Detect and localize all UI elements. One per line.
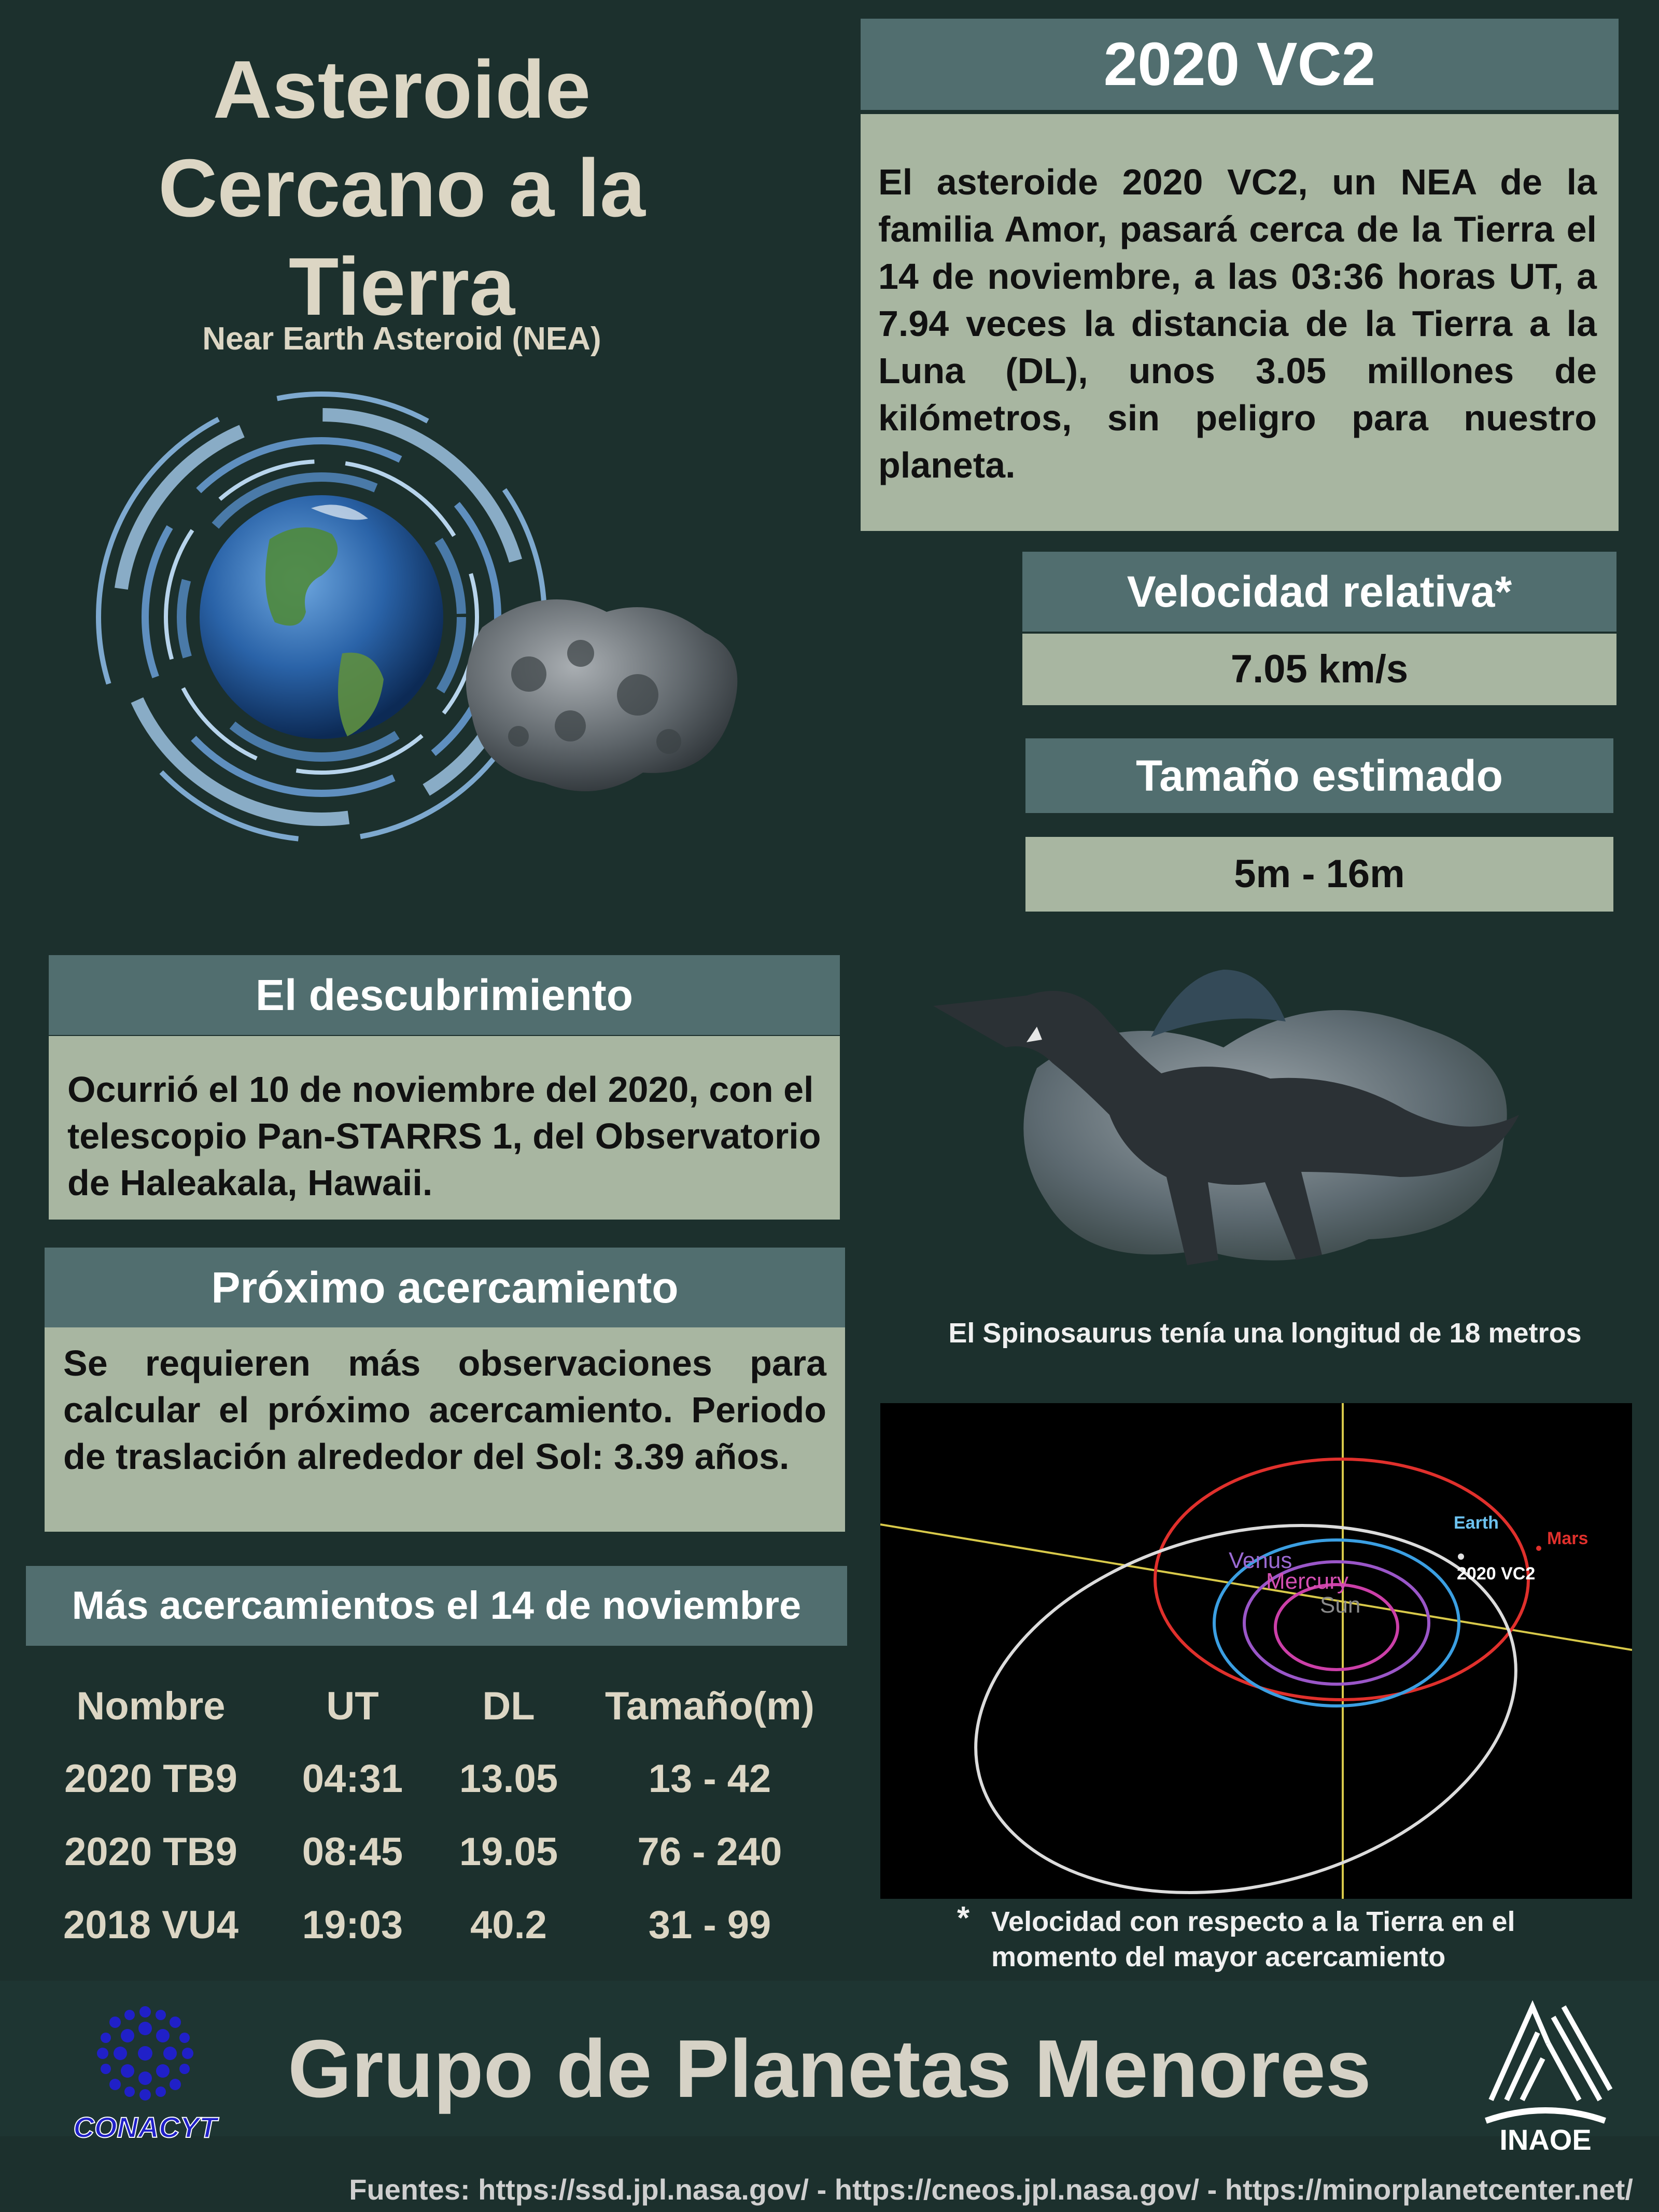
column-header: DL — [482, 1684, 535, 1728]
asteroid-label: 2020 VC2 — [1457, 1564, 1535, 1584]
table-row: 2020 TB9 08:45 19.05 76 - 240 — [31, 1815, 855, 1888]
table-header-row: Nombre UT DL Tamaño(m) — [31, 1670, 855, 1742]
venus-label: Venus — [1229, 1548, 1292, 1573]
mars-orbit — [1154, 1458, 1530, 1701]
footer-band — [0, 1981, 1659, 2136]
table-cell-size: 13 - 42 — [648, 1757, 771, 1801]
spinosaurus-silhouette — [933, 970, 1519, 1265]
footnote-text: Velocidad con respecto a la Tierra en el… — [991, 1904, 1624, 1975]
orbit-diagram: Earth Mars Venus Mercury Sun 2020 VC2 — [880, 1403, 1632, 1899]
mercury-label: Mercury — [1266, 1569, 1348, 1594]
discovery-text: Ocurrió el 10 de noviembre del 2020, con… — [49, 1036, 840, 1220]
table-cell-size: 31 - 99 — [648, 1903, 771, 1947]
spinosaurus-caption: El Spinosaurus tenía una longitud de 18 … — [948, 1318, 1582, 1349]
next-approach-text: Se requieren más observaciones para calc… — [45, 1327, 845, 1532]
title-line-3: Tierra — [288, 241, 515, 332]
table-cell-dl: 13.05 — [459, 1757, 558, 1801]
mars-label: Mars — [1547, 1529, 1588, 1548]
table-cell-name: 2020 TB9 — [64, 1830, 237, 1874]
approach-table: Nombre UT DL Tamaño(m) 2020 TB9 04:31 13… — [31, 1670, 855, 1962]
title-line-1: Asteroide — [213, 44, 591, 135]
earth-asteroid-illustration — [96, 391, 738, 843]
table-cell-name: 2020 TB9 — [64, 1757, 237, 1801]
table-cell-ut: 08:45 — [302, 1830, 403, 1874]
size-header: Tamaño estimado — [1025, 738, 1613, 813]
sources-text: Fuentes: https://ssd.jpl.nasa.gov/ - htt… — [349, 2173, 1633, 2206]
footnote-star: * — [957, 1900, 970, 1936]
earth-orbit — [1213, 1538, 1460, 1707]
spinosaurus-illustration — [933, 970, 1519, 1265]
footer-title: Grupo de Planetas Menores — [288, 2023, 1371, 2115]
velocity-value: 7.05 km/s — [1022, 634, 1616, 705]
velocity-header: Velocidad relativa* — [1022, 552, 1616, 632]
page-subtitle: Near Earth Asteroid (NEA) — [202, 321, 601, 357]
table-cell-name: 2018 VU4 — [63, 1903, 239, 1947]
table-row: 2020 TB9 04:31 13.05 13 - 42 — [31, 1742, 855, 1815]
asteroid-description: El asteroide 2020 VC2, un NEA de la fami… — [861, 114, 1619, 531]
mars-dot — [1536, 1546, 1541, 1551]
column-header: Nombre — [76, 1684, 226, 1728]
table-title: Más acercamientos el 14 de noviembre — [26, 1566, 847, 1646]
asteroid-dot — [1458, 1553, 1464, 1560]
conacyt-logo-text: CONACYT — [74, 2111, 220, 2144]
sun-label: Sun — [1320, 1592, 1360, 1618]
inaoe-logo: INAOE — [1485, 2000, 1613, 2156]
venus-orbit — [1243, 1560, 1430, 1686]
page-title: Asteroide Cercano a la Tierra — [0, 40, 804, 336]
footnote-line-1: Velocidad con respecto a la Tierra en el — [991, 1906, 1515, 1937]
asteroid-rock — [466, 599, 738, 791]
conacyt-logo: CONACYT — [73, 2006, 220, 2144]
next-approach-header: Próximo acercamiento — [45, 1248, 845, 1327]
asteroid-name-header: 2020 VC2 — [861, 19, 1619, 110]
table-row: 2018 VU4 19:03 40.2 31 - 99 — [31, 1888, 855, 1962]
table-cell-size: 76 - 240 — [637, 1830, 782, 1874]
table-cell-dl: 40.2 — [470, 1903, 547, 1947]
table-cell-ut: 04:31 — [302, 1757, 403, 1801]
table-cell-ut: 19:03 — [302, 1903, 403, 1947]
earth-label: Earth — [1454, 1513, 1499, 1533]
size-value: 5m - 16m — [1025, 837, 1613, 912]
footnote-line-2: momento del mayor acercamiento — [991, 1941, 1446, 1972]
column-header: Tamaño(m) — [605, 1684, 814, 1728]
asteroid-orbit — [974, 1524, 1517, 1894]
mercury-orbit — [1274, 1583, 1399, 1671]
title-line-2: Cercano a la — [158, 143, 645, 234]
inaoe-logo-text: INAOE — [1499, 2123, 1591, 2156]
column-header: UT — [326, 1684, 379, 1728]
discovery-header: El descubrimiento — [49, 955, 840, 1035]
table-cell-dl: 19.05 — [459, 1830, 558, 1874]
